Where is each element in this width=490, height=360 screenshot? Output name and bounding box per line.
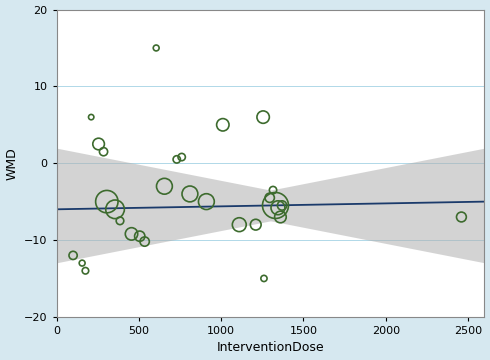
Point	[127, 231, 135, 237]
Point	[269, 187, 277, 193]
Point	[271, 203, 279, 208]
Point	[152, 45, 160, 51]
Point	[141, 239, 148, 244]
Point	[161, 183, 169, 189]
Point	[99, 149, 107, 154]
Point	[274, 205, 282, 211]
Y-axis label: WMD: WMD	[5, 147, 19, 180]
Point	[111, 206, 119, 212]
Point	[235, 222, 243, 228]
Point	[69, 252, 77, 258]
Point	[186, 191, 194, 197]
Point	[259, 114, 267, 120]
Point	[78, 260, 86, 266]
Point	[81, 268, 89, 274]
Point	[116, 218, 124, 224]
X-axis label: InterventionDose: InterventionDose	[217, 341, 324, 355]
Point	[95, 141, 102, 147]
Point	[202, 199, 210, 204]
Point	[458, 214, 466, 220]
Point	[173, 157, 181, 162]
Point	[266, 195, 273, 201]
Point	[219, 122, 227, 128]
Point	[178, 154, 186, 160]
Point	[136, 233, 144, 239]
Point	[278, 203, 286, 208]
Point	[252, 222, 260, 228]
Point	[87, 114, 95, 120]
Point	[103, 199, 111, 204]
Point	[276, 214, 284, 220]
Point	[260, 275, 268, 281]
